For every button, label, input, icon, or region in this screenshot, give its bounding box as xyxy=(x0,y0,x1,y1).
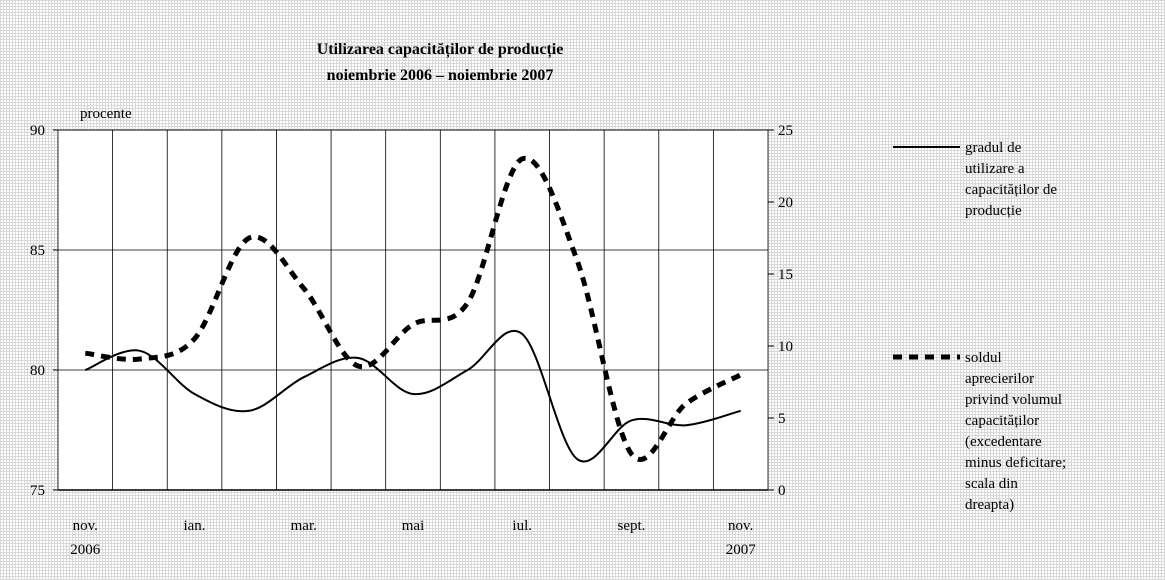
x-tick-label: nov. 2007 xyxy=(726,518,757,558)
plot-area xyxy=(58,130,768,490)
series-line xyxy=(84,155,742,462)
chart-subtitle: noiembrie 2006 – noiembrie 2007 xyxy=(327,67,554,84)
y2-tick-label: 0 xyxy=(778,483,786,499)
legend-label: soldul aprecierilor privind volumul capacit… xyxy=(965,350,1066,513)
y2-tick-label: 5 xyxy=(778,411,786,427)
y2-tick-label: 20 xyxy=(778,195,793,211)
x-tick-label: sept. xyxy=(618,518,646,534)
y2-tick-label: 25 xyxy=(778,123,793,139)
y2-tick-label: 10 xyxy=(778,339,793,355)
y-axis-label: procente xyxy=(80,106,132,122)
legend-label: gradul de utilizare a capacităților de prod… xyxy=(965,140,1057,219)
x-tick-label: mai xyxy=(402,518,425,534)
y-tick-label: 80 xyxy=(30,363,45,379)
chart-title: Utilizarea capacităților de producție xyxy=(317,41,564,59)
y2-tick-label: 15 xyxy=(778,267,793,283)
series-line xyxy=(84,330,741,463)
x-tick-label: ian. xyxy=(183,518,205,534)
y-tick-label: 90 xyxy=(30,123,45,139)
x-tick-label: nov. 2006 xyxy=(70,518,101,558)
y-tick-label: 85 xyxy=(30,243,45,259)
x-tick-label: mar. xyxy=(291,518,317,534)
x-tick-label: iul. xyxy=(512,518,532,534)
y-tick-label: 75 xyxy=(30,483,45,499)
